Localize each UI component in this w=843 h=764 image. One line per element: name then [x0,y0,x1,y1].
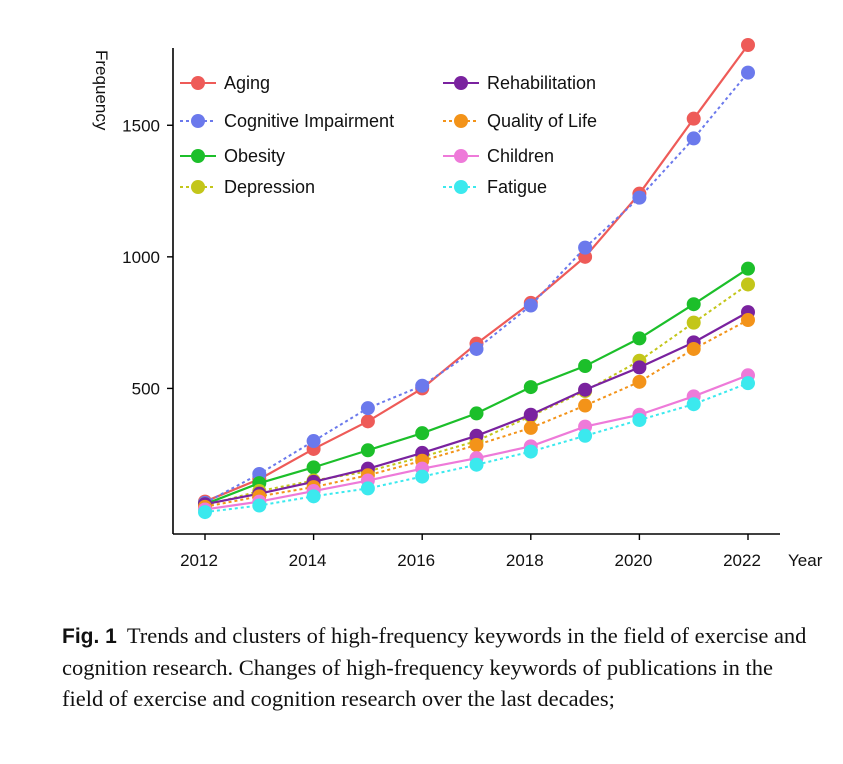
y-tick-label: 1000 [122,248,160,267]
data-point-quality-of-life [686,341,701,356]
data-point-obesity [523,380,538,395]
series-line-fatigue [204,382,749,514]
data-point-cognitive-impairment [578,240,593,255]
data-point-cognitive-impairment [741,65,755,80]
x-tick-label: 2020 [614,551,652,570]
data-point-fatigue [741,376,755,391]
data-point-cognitive-impairment [360,401,375,416]
data-point-cognitive-impairment [523,298,538,313]
data-point-fatigue [415,469,430,484]
legend-item-quality-of-life: Quality of Life [443,111,597,131]
x-tick-label: 2018 [506,551,544,570]
data-point-fatigue [252,498,267,513]
legend-marker [454,76,468,90]
legend-marker [191,180,205,194]
x-tick-label: 2012 [180,551,218,570]
data-point-quality-of-life [469,438,484,452]
data-point-cognitive-impairment [632,190,647,205]
data-point-fatigue [578,428,593,443]
x-tick-label: 2014 [289,551,327,570]
legend: Aging Cognitive Impairment Obesity Depressi… [180,73,597,197]
caption-text: Trends and clusters of high-frequency ke… [62,623,807,711]
figure-label: Fig. 1 [62,625,117,648]
legend-marker [454,149,468,163]
legend-marker [191,149,205,163]
legend-item-cognitive-impairment: Cognitive Impairment [180,111,394,131]
data-point-quality-of-life [523,420,538,435]
legend-item-fatigue: Fatigue [443,177,547,197]
series-group [198,38,755,520]
data-point-obesity [578,359,593,374]
data-point-cognitive-impairment [469,341,484,356]
data-point-obesity [469,406,484,421]
x-axis-title: Year [788,551,823,570]
series-line-depression [204,283,749,507]
data-point-quality-of-life [578,398,593,413]
legend-label: Depression [224,177,315,197]
legend-item-aging: Aging [180,73,270,93]
y-tick-label: 1500 [122,116,160,135]
data-point-fatigue [360,481,375,496]
data-point-aging [686,111,701,126]
data-point-fatigue [686,397,701,412]
data-point-rehabilitation [578,382,593,397]
data-point-rehabilitation [523,407,538,422]
axes [172,48,780,535]
legend-label: Obesity [224,146,285,166]
data-point-fatigue [198,505,212,520]
legend-label: Rehabilitation [487,73,596,93]
data-point-obesity [632,331,647,346]
legend-item-children: Children [443,146,554,166]
legend-item-depression: Depression [180,177,315,197]
data-point-obesity [415,426,430,441]
data-point-aging [360,414,375,429]
legend-marker [191,76,205,90]
legend-label: Quality of Life [487,111,597,131]
data-point-aging [741,38,755,52]
x-tick-label: 2022 [723,551,761,570]
data-point-fatigue [632,413,647,427]
data-point-depression [741,277,755,292]
legend-label: Aging [224,73,270,93]
legend-label: Fatigue [487,177,547,197]
data-point-cognitive-impairment [306,434,321,449]
data-point-obesity [360,443,375,458]
data-point-obesity [306,460,321,475]
series-fatigue [198,376,755,520]
data-point-cognitive-impairment [686,131,701,146]
legend-marker [191,114,205,128]
legend-item-obesity: Obesity [180,146,285,166]
data-point-obesity [686,297,701,312]
data-point-rehabilitation [632,360,647,375]
legend-label: Children [487,146,554,166]
tick-group: 500 1000 1500 2012 2014 2016 2018 2020 2022 [122,116,761,570]
legend-item-rehabilitation: Rehabilitation [443,73,596,93]
data-point-fatigue [306,489,321,504]
y-axis-title: Frequency [92,50,111,131]
data-point-quality-of-life [741,313,755,327]
y-tick-label: 500 [132,379,160,398]
data-point-fatigue [469,457,484,472]
legend-marker [454,114,468,128]
data-point-depression [686,315,701,330]
series-obesity [198,261,755,512]
data-point-fatigue [523,444,538,459]
figure-caption: Fig. 1 Trends and clusters of high-freque… [62,620,807,714]
legend-marker [454,180,468,194]
legend-label: Cognitive Impairment [224,111,394,131]
line-chart: Frequency Year 500 1000 1500 2012 2014 2016 20… [92,38,823,570]
data-point-quality-of-life [632,374,647,389]
data-point-obesity [741,261,755,276]
x-tick-label: 2016 [397,551,435,570]
data-point-cognitive-impairment [415,378,430,393]
